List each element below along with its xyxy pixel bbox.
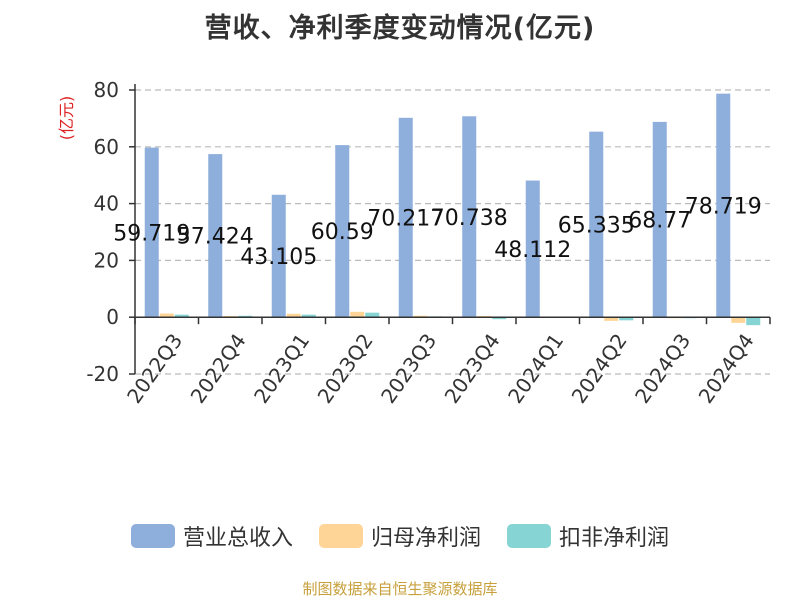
bar-net-profit[interactable] [286,313,301,318]
bar-revenue[interactable] [589,131,604,318]
legend-swatch-deducted-profit [507,524,551,548]
source-note: 制图数据来自恒生聚源数据库 [302,580,498,598]
x-tick-label: 2024Q3 [630,329,695,408]
legend: 营业总收入 归母净利润 扣非净利润 [0,520,800,552]
x-tick-label: 2023Q2 [313,329,378,408]
legend-swatch-revenue [130,524,175,548]
bar-revenue[interactable] [462,116,477,318]
x-tick-label: 2024Q4 [694,329,759,408]
bar-revenue[interactable] [716,93,731,318]
data-label-revenue: 43.105 [240,245,317,270]
y-tick-label: 60 [94,135,119,159]
data-label-revenue: 48.112 [494,238,571,263]
data-label-revenue: 60.59 [311,220,374,245]
legend-swatch-net-profit [318,524,363,548]
bar-deducted-profit[interactable] [619,317,634,321]
y-tick-label: 80 [94,78,119,102]
bar-net-profit[interactable] [731,317,746,323]
chart-title: 营收、净利季度变动情况(亿元) [204,13,596,44]
legend-item-net-profit[interactable]: 归母净利润 [318,520,481,552]
x-tick-label: 2023Q3 [376,329,441,408]
legend-item-deducted-profit[interactable]: 扣非净利润 [507,520,669,552]
bar-revenue[interactable] [525,180,540,318]
bar-net-profit[interactable] [604,317,619,321]
x-tick-label: 2023Q1 [249,329,314,408]
data-label-revenue: 68.77 [628,209,691,234]
y-tick-label: 20 [94,248,119,272]
bar-revenue[interactable] [652,121,667,318]
legend-label-net-profit: 归母净利润 [370,526,481,551]
bar-deducted-profit[interactable] [365,312,380,318]
legend-item-revenue[interactable]: 营业总收入 [130,520,293,552]
bar-revenue[interactable] [271,194,286,318]
y-axis-unit-label: (亿元) [57,96,76,141]
x-tick-label: 2022Q3 [122,329,187,408]
bar-deducted-profit[interactable] [301,314,316,318]
bar-net-profit[interactable] [159,313,174,318]
data-label-revenue: 57.424 [177,225,254,250]
grid-lines [135,89,770,375]
bar-deducted-profit[interactable] [746,317,761,326]
y-tick-label: 0 [106,305,119,329]
data-label-revenue: 78.719 [685,194,762,219]
data-label-revenue: 59.719 [113,221,190,246]
legend-label-deducted-profit: 扣非净利润 [559,526,670,551]
x-tick-label: 2023Q4 [440,329,505,408]
data-label-revenue: 70.217 [367,206,444,231]
bar-revenue[interactable] [335,145,350,318]
bar-revenue[interactable] [144,147,159,318]
data-label-revenue: 65.335 [558,213,635,238]
bar-deducted-profit[interactable] [492,317,507,320]
x-tick-label: 2022Q4 [186,329,251,408]
bar-deducted-profit[interactable] [174,314,189,318]
x-tick-label: 2024Q1 [503,329,568,408]
y-tick-label: 40 [94,192,119,216]
bar-revenue[interactable] [398,117,413,318]
bar-revenue[interactable] [208,154,223,318]
y-tick-label: -20 [86,362,119,386]
x-tick-label: 2024Q2 [567,329,632,408]
bar-net-profit[interactable] [350,311,365,318]
legend-label-revenue: 营业总收入 [182,526,293,551]
data-label-revenue: 70.738 [431,206,508,231]
